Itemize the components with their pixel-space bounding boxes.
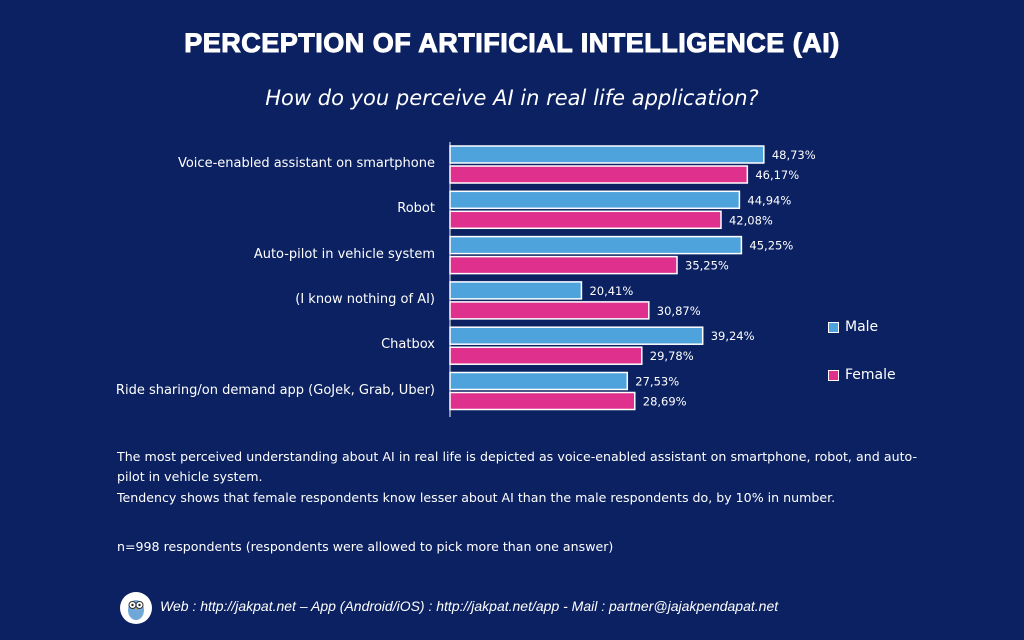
data-label-female: 28,69% xyxy=(643,395,687,409)
category-label: Auto-pilot in vehicle system xyxy=(253,246,435,262)
category-label: (I know nothing of AI) xyxy=(295,291,435,307)
legend-swatch-male xyxy=(828,321,839,333)
note-1: The most perceived understanding about A… xyxy=(117,449,917,484)
category-label: Robot xyxy=(397,201,435,217)
data-label-male: 20,41% xyxy=(589,284,633,298)
bar-male xyxy=(449,145,765,164)
bar-male xyxy=(449,190,741,210)
owl-logo-icon xyxy=(120,592,152,624)
data-label-female: 42,08% xyxy=(729,213,773,227)
data-label-male: 45,25% xyxy=(749,239,793,253)
bar-male xyxy=(449,281,583,300)
data-label-female: 29,78% xyxy=(650,349,694,363)
bar-female xyxy=(449,346,643,365)
data-label-male: 27,53% xyxy=(635,375,679,389)
legend-label-male: Male xyxy=(845,319,879,335)
category-label: Ride sharing/on demand app (GoJek, Grab,… xyxy=(115,382,435,398)
footer-contact: Web : http://jakpat.net – App (Android/i… xyxy=(160,598,779,614)
data-label-female: 35,25% xyxy=(685,259,729,273)
legend-female: Female xyxy=(828,367,896,383)
bar-female xyxy=(449,165,749,184)
data-label-female: 46,17% xyxy=(755,168,799,182)
data-label-male: 44,94% xyxy=(747,193,791,207)
category-label: Chatbox xyxy=(381,337,435,353)
note-3: n=998 respondents (respondents were allo… xyxy=(117,539,614,554)
legend-swatch-female xyxy=(828,369,839,381)
bar-male xyxy=(449,326,704,345)
note-2: Tendency shows that female respondents k… xyxy=(117,490,836,505)
bar-female xyxy=(449,210,722,230)
data-label-female: 30,87% xyxy=(657,304,701,318)
data-label-male: 39,24% xyxy=(711,329,755,343)
bar-female xyxy=(449,301,650,320)
chart-title: How do you perceive AI in real life appl… xyxy=(265,86,759,110)
bar-male xyxy=(449,371,629,391)
category-label: Voice-enabled assistant on smartphone xyxy=(177,156,435,171)
data-label-male: 48,73% xyxy=(772,148,816,162)
bar-female xyxy=(449,391,636,411)
legend-label-female: Female xyxy=(845,367,896,383)
page-title: PERCEPTION OF ARTIFICIAL INTELLIGENCE (A… xyxy=(184,28,840,59)
bar-female xyxy=(449,255,678,275)
legend-male: Male xyxy=(828,319,878,335)
bar-male xyxy=(449,235,743,255)
